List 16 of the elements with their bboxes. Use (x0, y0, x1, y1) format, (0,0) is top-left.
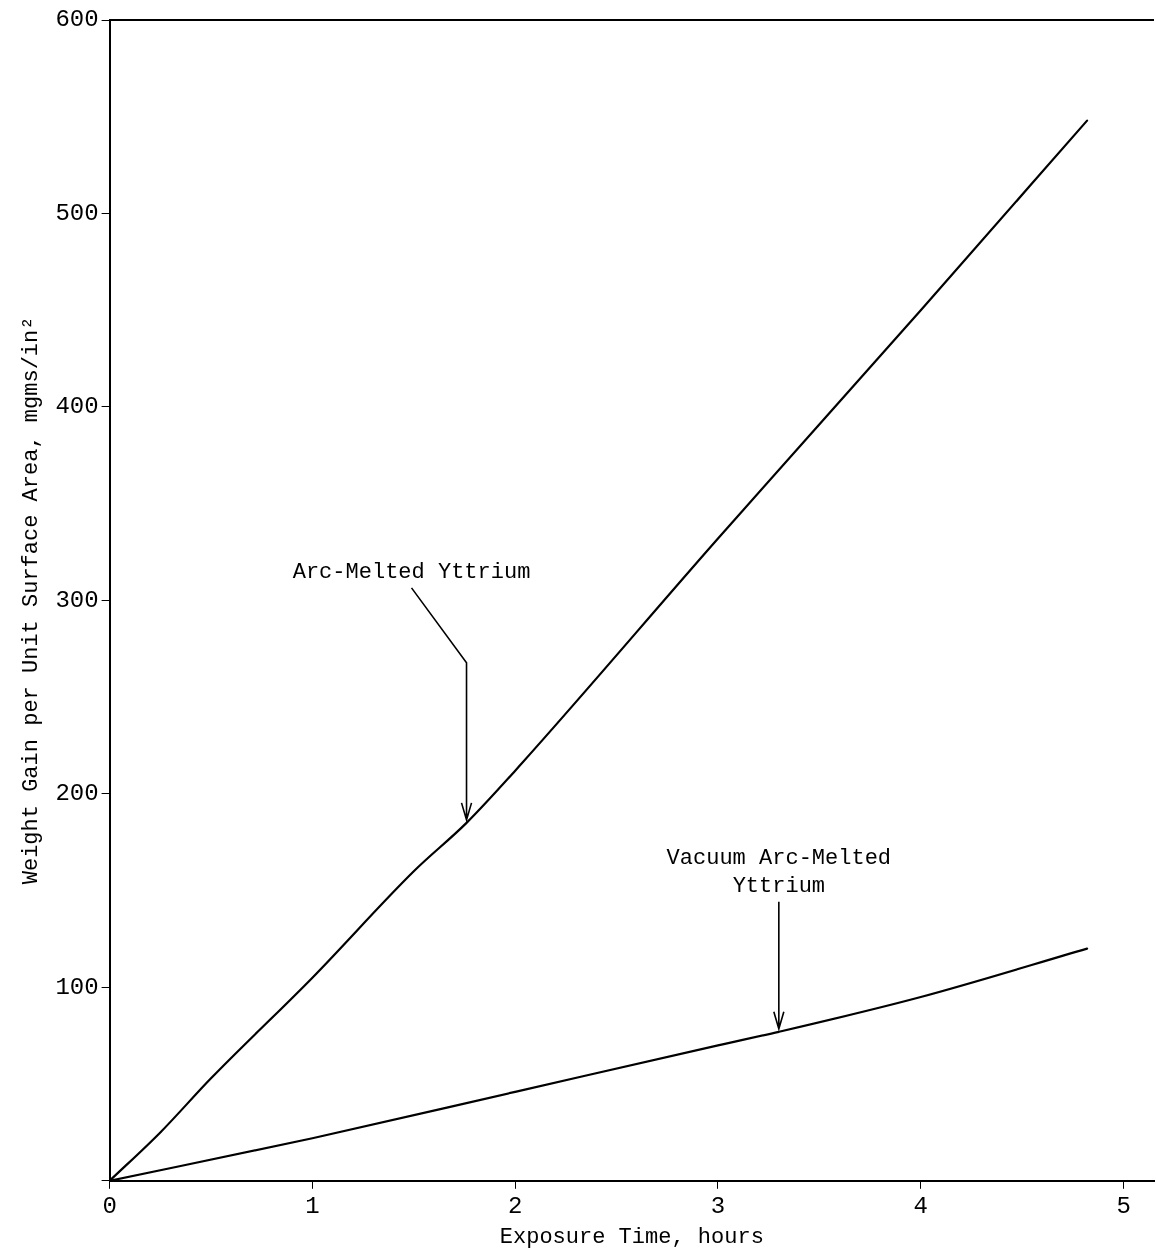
x-axis-title: Exposure Time, hours (499, 1224, 764, 1250)
x-tick-label: 2 (507, 1192, 523, 1220)
x-tick-label: 1 (305, 1192, 320, 1220)
x-tick-label: 3 (710, 1192, 726, 1220)
y-axis-title: Weight Gain per Unit Surface Area, mgms/in² (19, 316, 45, 885)
y-tick-label: 100 (55, 973, 99, 1001)
y-tick-label: 500 (55, 199, 99, 227)
annotation: Arc-Melted Yttrium (292, 559, 531, 585)
y-tick-label: 200 (55, 780, 99, 808)
y-tick-label: 400 (55, 393, 99, 421)
x-tick-label: 4 (913, 1192, 928, 1220)
y-tick-label: 300 (55, 586, 99, 614)
y-tick-label: 600 (55, 6, 99, 34)
annotation: Vacuum Arc-Melted Yttrium (666, 845, 892, 899)
x-tick-label: 0 (102, 1192, 117, 1220)
x-tick-label: 5 (1116, 1192, 1131, 1220)
